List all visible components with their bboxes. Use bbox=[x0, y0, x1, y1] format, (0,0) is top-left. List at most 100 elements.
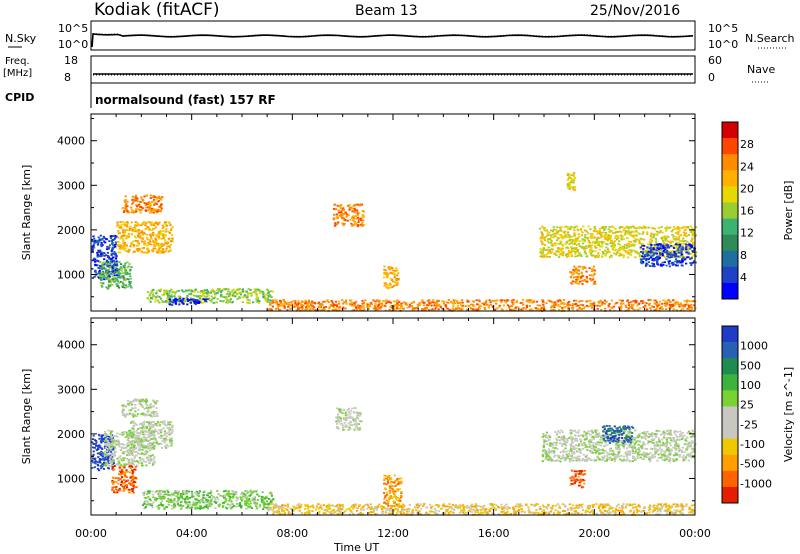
echo-cell bbox=[341, 222, 344, 225]
echo-cell bbox=[351, 225, 354, 227]
echo-cell bbox=[639, 258, 642, 261]
echo-cell bbox=[672, 226, 676, 228]
echo-cell bbox=[168, 438, 171, 441]
echo-cell bbox=[110, 253, 113, 255]
echo-cell bbox=[170, 228, 173, 230]
echo-cell bbox=[186, 298, 189, 301]
echo-cell bbox=[205, 289, 208, 291]
echo-cell bbox=[100, 441, 103, 444]
echo-cell bbox=[286, 301, 289, 304]
echo-cell bbox=[549, 300, 552, 303]
echo-cell bbox=[616, 235, 620, 238]
echo-cell bbox=[265, 288, 268, 291]
echo-cell bbox=[385, 273, 388, 276]
echo-cell bbox=[148, 421, 151, 423]
echo-cell bbox=[103, 459, 106, 462]
echo-cell bbox=[147, 445, 150, 447]
echo-cell bbox=[107, 467, 110, 469]
echo-cell bbox=[511, 309, 514, 311]
echo-cell bbox=[308, 301, 311, 304]
echo-cell bbox=[124, 446, 127, 449]
echo-cell bbox=[547, 246, 550, 249]
echo-cell bbox=[559, 242, 562, 245]
echo-cell bbox=[140, 196, 143, 199]
echo-cell bbox=[686, 308, 689, 310]
echo-cell bbox=[161, 250, 164, 253]
echo-cell bbox=[162, 493, 165, 496]
echo-cell bbox=[100, 467, 103, 470]
echo-cell bbox=[323, 306, 326, 309]
echo-cell bbox=[135, 424, 138, 426]
echo-cell bbox=[603, 235, 606, 238]
colorbar-label: Power [dB] bbox=[782, 181, 795, 241]
echo-cell bbox=[636, 231, 639, 234]
echo-cell bbox=[690, 303, 693, 306]
echo-cell bbox=[603, 299, 606, 302]
echo-cell bbox=[619, 249, 622, 252]
echo-cell bbox=[354, 210, 357, 213]
echo-cell bbox=[118, 462, 121, 465]
echo-cell bbox=[330, 299, 333, 302]
colorbar-frame bbox=[721, 121, 739, 300]
echo-cell bbox=[148, 205, 151, 207]
echo-cell bbox=[113, 250, 116, 253]
echo-cell bbox=[647, 261, 650, 263]
echo-cell bbox=[638, 232, 641, 235]
echo-cell bbox=[251, 491, 254, 494]
echo-cell bbox=[676, 303, 679, 305]
echo-cell bbox=[672, 244, 675, 247]
echo-cell bbox=[130, 286, 133, 289]
echo-cell bbox=[158, 289, 161, 292]
echo-cell bbox=[144, 243, 147, 246]
echo-cell bbox=[585, 277, 589, 280]
echo-cell bbox=[421, 299, 424, 302]
echo-cell bbox=[684, 247, 687, 250]
echo-cell bbox=[658, 257, 662, 259]
echo-cell bbox=[584, 229, 587, 232]
echo-cell bbox=[101, 284, 104, 287]
echo-cell bbox=[366, 302, 369, 305]
echo-cell bbox=[127, 463, 130, 466]
echo-cell bbox=[283, 300, 286, 303]
echo-cell bbox=[201, 294, 204, 296]
echo-cell bbox=[105, 238, 108, 240]
echo-cell bbox=[671, 255, 674, 258]
echo-cell bbox=[117, 285, 120, 287]
echo-cell bbox=[159, 297, 162, 300]
echo-cell bbox=[130, 233, 133, 236]
echo-cell bbox=[475, 299, 478, 302]
echo-cell bbox=[358, 203, 361, 206]
echo-cell bbox=[160, 288, 163, 291]
echo-cell bbox=[128, 448, 132, 451]
echo-cell bbox=[151, 429, 154, 432]
echo-cell bbox=[173, 291, 176, 294]
echo-cell bbox=[91, 240, 94, 243]
echo-cell bbox=[627, 225, 630, 228]
echo-cell bbox=[607, 238, 610, 241]
echo-cell bbox=[113, 481, 116, 483]
echo-cell bbox=[603, 252, 606, 255]
echo-cell bbox=[610, 299, 613, 302]
echo-cell bbox=[598, 302, 601, 305]
echo-cell bbox=[336, 204, 339, 207]
echo-cell bbox=[206, 293, 209, 295]
echo-cell bbox=[684, 229, 687, 231]
echo-cell bbox=[400, 305, 403, 308]
echo-cell bbox=[146, 247, 149, 250]
echo-cell bbox=[147, 440, 150, 442]
echo-cell bbox=[153, 431, 156, 433]
freq-label: Freq. bbox=[5, 56, 30, 67]
echo-cell bbox=[545, 302, 548, 305]
echo-cell bbox=[149, 430, 152, 433]
echo-cell bbox=[168, 249, 171, 252]
echo-cell bbox=[108, 439, 111, 441]
echo-cell bbox=[94, 440, 98, 442]
echo-cell bbox=[143, 460, 146, 463]
echo-cell bbox=[337, 209, 340, 212]
echo-cell bbox=[617, 249, 620, 252]
echo-cell bbox=[396, 274, 399, 277]
echo-cell bbox=[645, 302, 648, 305]
echo-cell bbox=[107, 438, 110, 440]
echo-cell bbox=[132, 463, 135, 466]
echo-cell bbox=[686, 303, 689, 306]
